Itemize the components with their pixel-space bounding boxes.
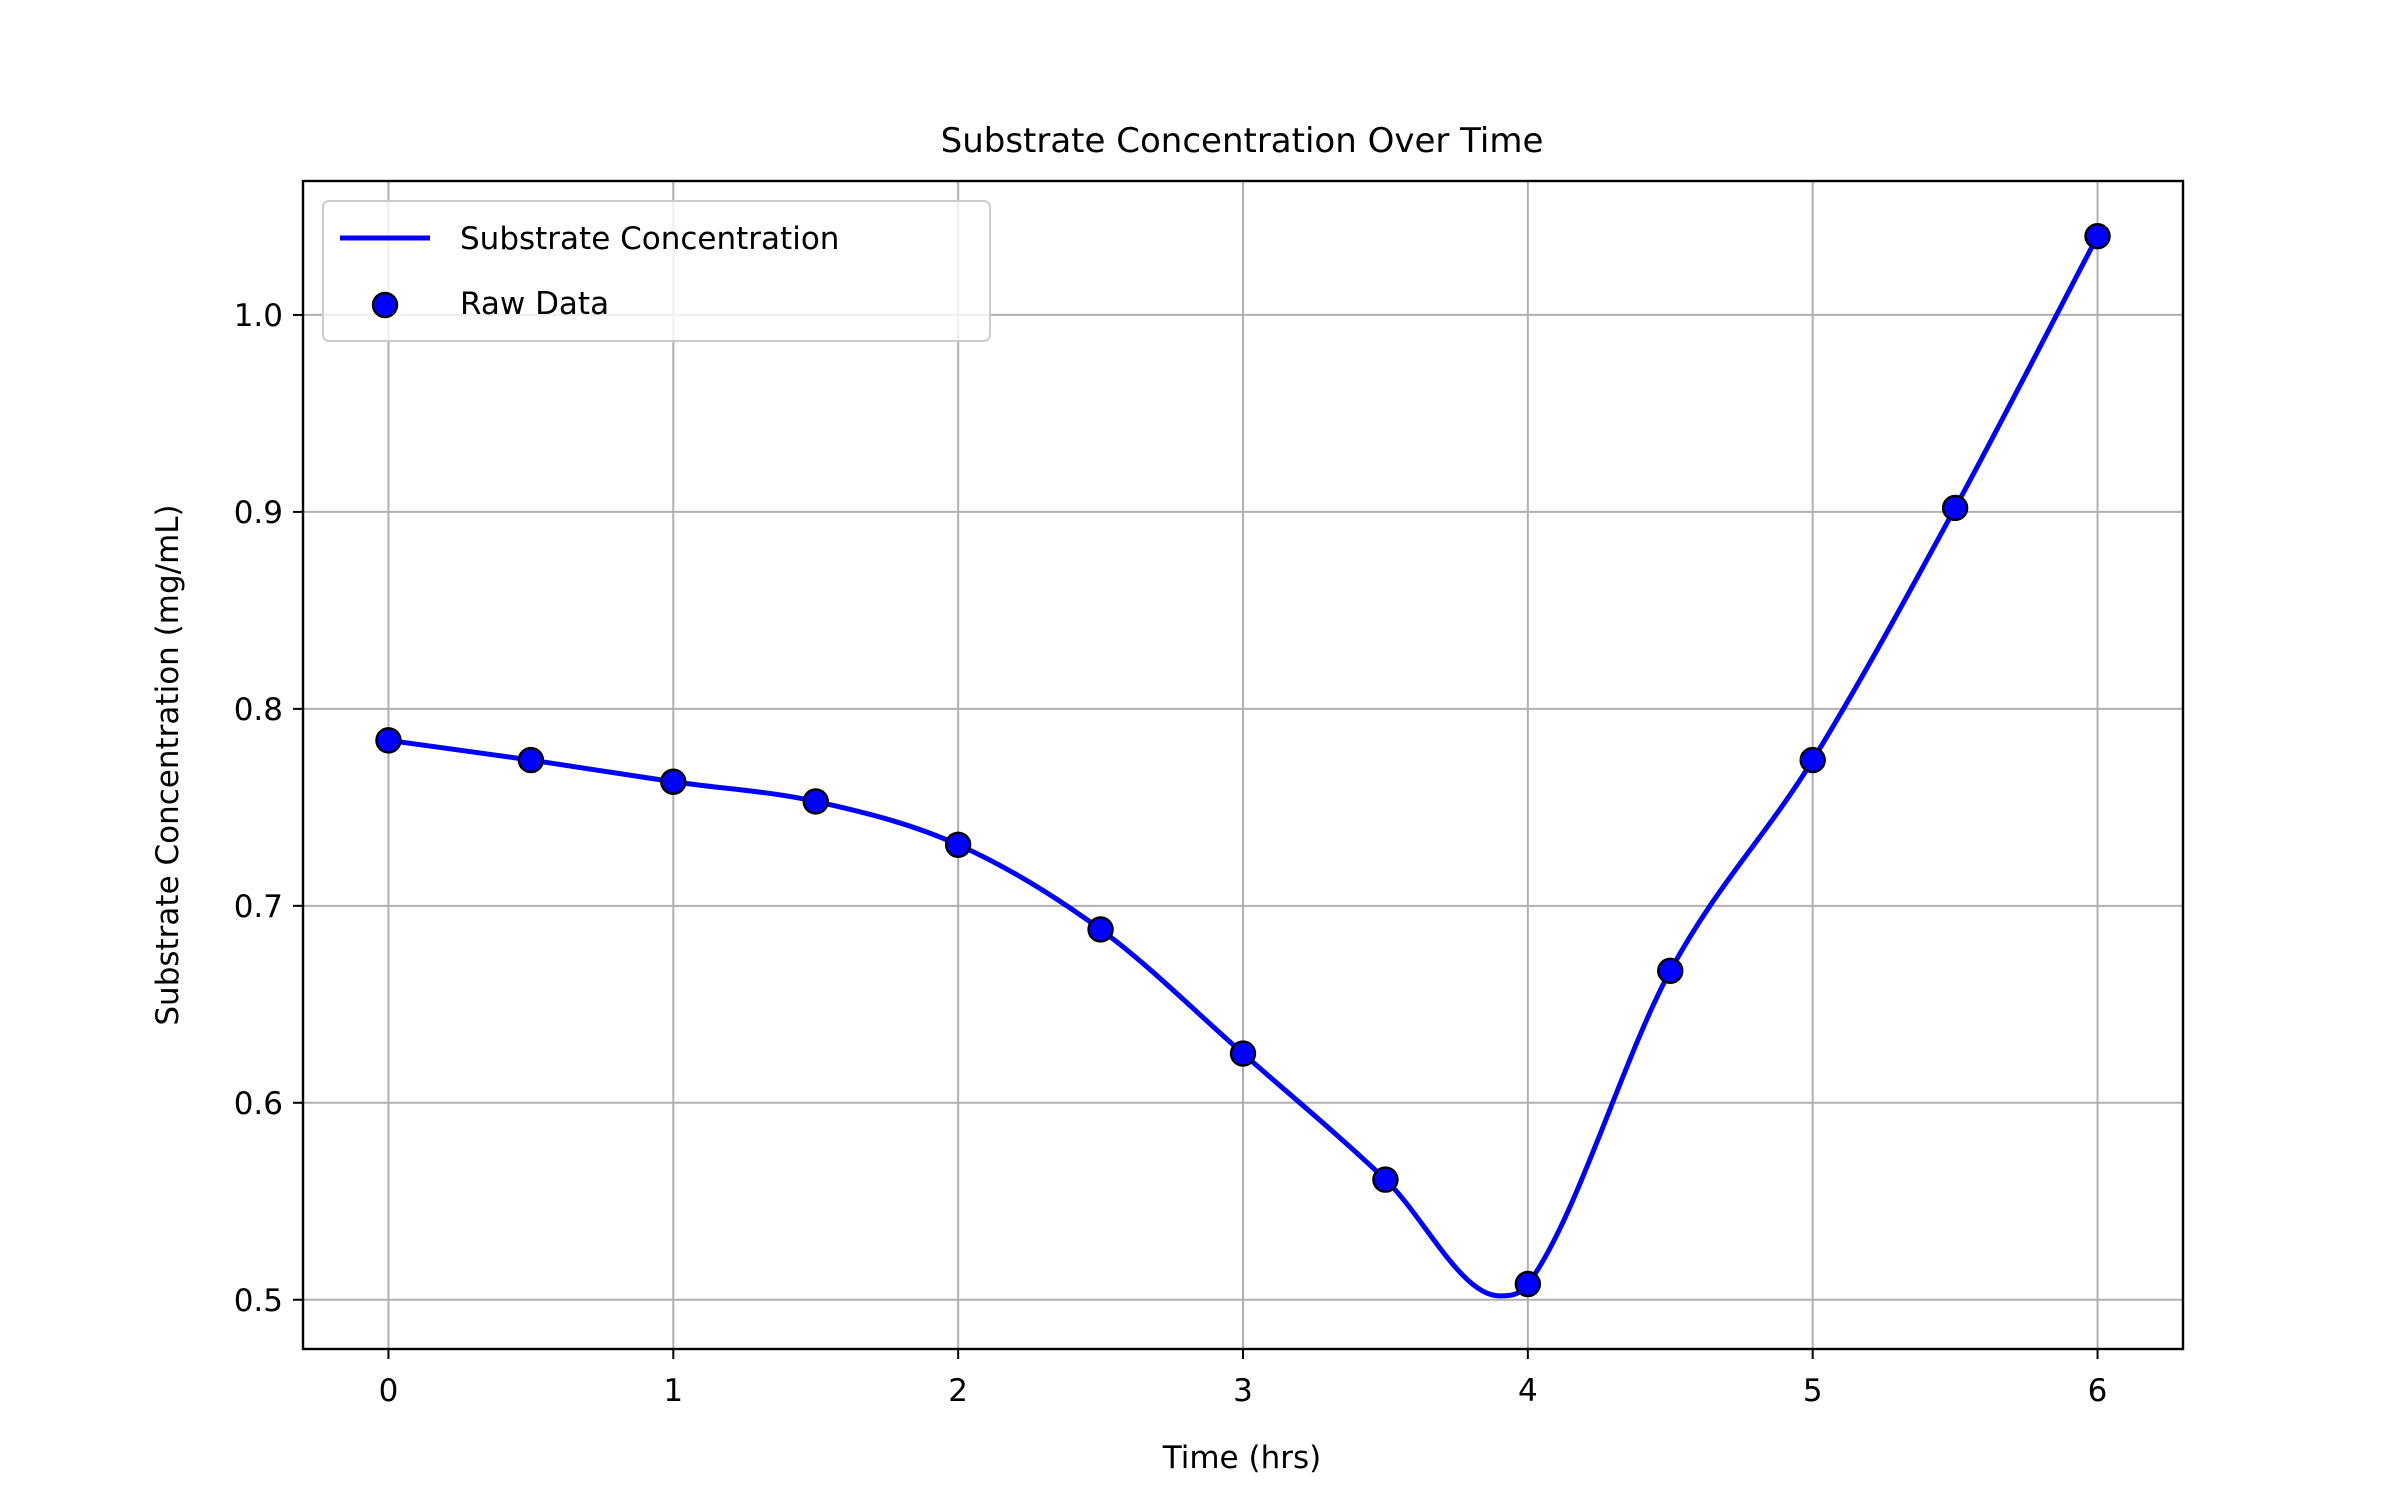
raw-data-point: [375, 727, 402, 754]
legend-label-substrate-concentration: Substrate Concentration: [460, 221, 839, 257]
legend-marker-swatch: [371, 291, 399, 319]
x-tick-label: 1: [663, 1373, 683, 1409]
x-tick-label: 5: [1803, 1373, 1823, 1409]
scatter-series: [375, 222, 2111, 1298]
raw-data-point: [1657, 957, 1684, 985]
y-tick-label: 0.6: [234, 1086, 283, 1122]
chart-title: Substrate Concentration Over Time: [941, 121, 1544, 161]
raw-data-point: [1514, 1270, 1542, 1298]
y-axis: 0.5 0.6 0.7 0.8 0.9 1.0: [234, 298, 303, 1319]
y-axis-label: Substrate Concentration (mg/mL): [150, 504, 186, 1025]
x-axis-label: Time (hrs): [1162, 1440, 1321, 1476]
grid: [303, 181, 2183, 1349]
y-tick-label: 0.9: [234, 495, 283, 531]
raw-data-point: [944, 831, 972, 858]
x-tick-label: 3: [1233, 1373, 1253, 1409]
raw-data-point: [1799, 746, 1826, 774]
legend-box: [322, 200, 991, 342]
raw-data-point: [802, 788, 829, 815]
legend-label-raw-data: Raw Data: [460, 286, 609, 322]
raw-data-point: [517, 746, 545, 774]
x-tick-label: 0: [379, 1373, 399, 1409]
raw-data-point: [660, 768, 687, 795]
raw-data-point: [2084, 222, 2111, 250]
x-tick-label: 4: [1518, 1373, 1538, 1409]
y-tick-label: 0.5: [234, 1283, 283, 1319]
x-tick-label: 2: [948, 1373, 968, 1409]
raw-data-point: [1087, 916, 1114, 943]
x-axis: 0 1 2 3 4 5 6: [379, 1349, 2108, 1409]
raw-data-point: [1372, 1166, 1399, 1193]
y-tick-label: 0.8: [234, 692, 283, 728]
raw-data-point: [1941, 494, 1969, 522]
raw-data-point: [1229, 1040, 1257, 1067]
x-tick-label: 6: [2088, 1373, 2108, 1409]
legend: Substrate Concentration Raw Data: [322, 200, 991, 342]
y-tick-label: 0.7: [234, 889, 283, 925]
y-tick-label: 1.0: [234, 298, 283, 334]
